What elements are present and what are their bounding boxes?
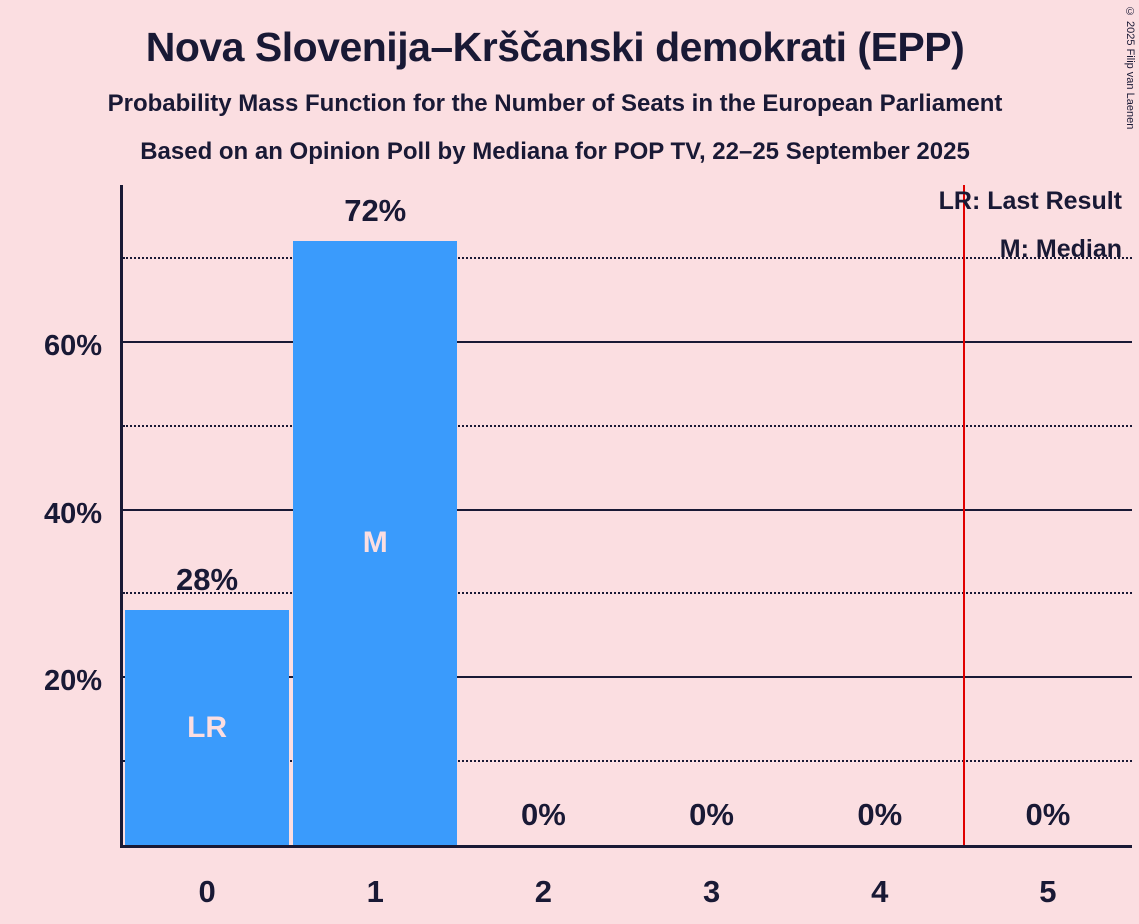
gridline-solid-40 [123, 508, 1132, 511]
y-axis-labels: 20% 40% 60% [0, 185, 102, 848]
x-tick-label-3: 3 [702, 874, 721, 909]
gridline-dotted-30 [123, 592, 1132, 595]
gridline-solid-60 [123, 340, 1132, 343]
x-tick-label-4: 4 [871, 874, 889, 909]
bar-marker-label-LR: LR [187, 710, 228, 744]
bar-seats-0: LR [125, 610, 290, 845]
page-title: Nova Slovenija–Krščanski demokrati (EPP) [145, 24, 965, 70]
y-tick-label-60%: 60% [43, 329, 102, 362]
bar-value-label-2: 0% [521, 797, 566, 832]
last-result-line [962, 185, 965, 845]
chart-subtitle-line2: Based on an Opinion Poll by Mediana for … [140, 138, 970, 165]
bar-marker-label-M: M [362, 526, 388, 560]
legend: LR: Last Result M: Median [939, 177, 1122, 273]
gridline-dotted-50 [123, 424, 1132, 427]
bar-value-label-5: 0% [1025, 797, 1071, 832]
gridline-dotted-70 [123, 256, 1132, 259]
y-tick-label-20%: 20% [43, 665, 102, 698]
legend-last-result: LR: Last Result [938, 187, 1122, 215]
x-tick-label-1: 1 [366, 874, 384, 909]
x-axis-labels: 0 1 2 3 4 5 [123, 874, 1132, 916]
bar-seats-1: M [293, 241, 458, 845]
x-tick-label-0: 0 [198, 874, 216, 909]
bar-value-label-1: 72% [344, 193, 407, 229]
bar-value-label-0: 28% [176, 562, 239, 598]
bar-value-label-4: 0% [857, 797, 903, 832]
x-tick-label-5: 5 [1039, 874, 1057, 909]
y-tick-label-40%: 40% [43, 497, 102, 530]
x-tick-label-2: 2 [534, 874, 553, 909]
legend-median: M: Median [999, 235, 1122, 263]
copyright-notice: © 2025 Filip van Laenen [1124, 6, 1136, 130]
gridline-dotted-10 [123, 760, 1132, 763]
gridline-solid-20 [123, 676, 1132, 679]
bar-value-label-3: 0% [689, 797, 734, 832]
chart-subtitle-line1: Probability Mass Function for the Number… [107, 90, 1003, 117]
plot-area: LR: Last Result M: Median LR 28% M 72% 0% 0% 0… [120, 185, 1132, 848]
